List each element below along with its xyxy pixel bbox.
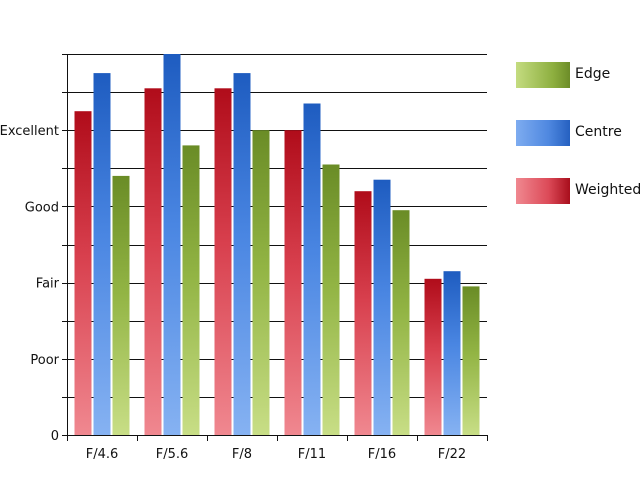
bars [74, 54, 480, 436]
legend-item-centre: Centre [516, 120, 636, 146]
bar-centre-f-11 [303, 103, 321, 435]
y-tick-label: 0 [51, 429, 59, 444]
bar-weighted-f-5-6 [144, 88, 162, 436]
bar-weighted-f-11 [284, 130, 302, 435]
gridlines [67, 54, 487, 398]
bar-centre-f-16 [373, 179, 391, 435]
y-axis-labels: 0 Poor Fair Good Excellent [0, 124, 60, 444]
y-tick-label: Poor [30, 353, 59, 368]
bar-weighted-f-4-6 [74, 111, 92, 435]
bar-centre-f-4-6 [93, 73, 111, 435]
bar-weighted-f-16 [354, 191, 372, 435]
legend-label-edge: Edge [575, 66, 611, 82]
x-tick-label: F/11 [298, 447, 326, 462]
bar-edge-f-22 [462, 286, 480, 435]
axes [62, 54, 488, 441]
legend-swatch-centre [516, 120, 570, 146]
x-tick-label: F/4.6 [86, 447, 119, 462]
bar-centre-f-22 [443, 271, 461, 435]
y-tick-label: Good [25, 200, 59, 215]
legend-item-edge: Edge [516, 62, 636, 88]
bar-centre-f-5-6 [163, 54, 181, 435]
legend-swatch-edge [516, 62, 570, 88]
y-tick-label: Excellent [0, 124, 59, 139]
bar-edge-f-4-6 [112, 175, 130, 435]
bar-weighted-f-22 [424, 278, 442, 435]
x-tick-label: F/8 [232, 447, 252, 462]
bar-weighted-f-8 [214, 88, 232, 436]
x-tick-label: F/5.6 [156, 447, 189, 462]
bar-edge-f-8 [252, 130, 270, 435]
bar-edge-f-11 [322, 164, 340, 435]
bar-edge-f-16 [392, 210, 410, 435]
bar-edge-f-5-6 [182, 145, 200, 435]
bar-centre-f-8 [233, 73, 251, 435]
legend-swatch-weighted [516, 178, 570, 204]
legend: Edge Centre Weighted [516, 62, 640, 236]
x-axis-labels: F/4.6 F/5.6 F/8 F/11 F/16 F/22 [86, 447, 466, 462]
x-tick-label: F/22 [438, 447, 466, 462]
legend-item-weighted: Weighted [516, 178, 640, 204]
x-tick-label: F/16 [368, 447, 396, 462]
legend-label-weighted: Weighted [575, 182, 640, 198]
y-tick-label: Fair [36, 277, 60, 292]
legend-label-centre: Centre [575, 124, 622, 140]
